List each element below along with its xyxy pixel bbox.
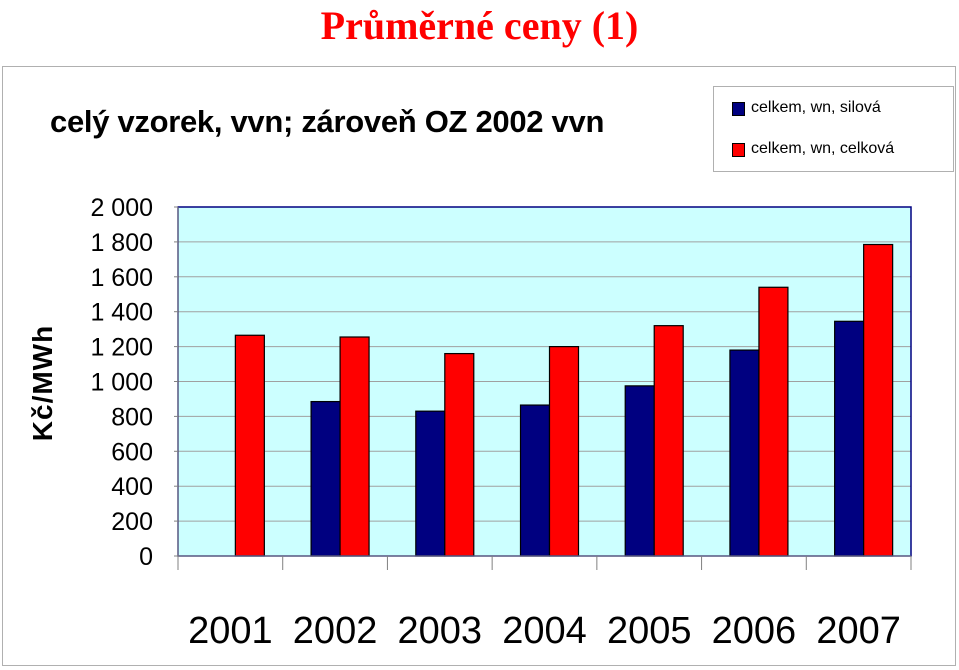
y-tick-label-5: 1 000 [90,369,153,397]
y-tick-label-4: 800 [111,403,153,431]
x-tick-label-2001: 2001 [188,610,273,652]
x-tick-label-2004: 2004 [502,610,587,652]
bar-celkova-2001 [234,334,265,557]
x-tick-label-2002: 2002 [293,610,378,652]
legend-swatch-silova [732,102,745,116]
bar-celkova-2006 [758,286,789,557]
x-tick-label-2007: 2007 [816,610,901,652]
bar-silova-2005 [624,385,655,557]
bar-celkova-2004 [548,346,580,557]
y-tick-label-8: 1 600 [90,264,153,292]
page-title: Průměrné ceny (1) [320,3,639,48]
bar-silova-2007 [834,320,865,557]
chart-frame [2,66,956,666]
x-tick-label-2005: 2005 [607,610,692,652]
bar-silova-2006 [729,349,760,557]
bar-silova-2003 [415,410,446,557]
legend-swatch-celkova [732,143,745,157]
bar-celkova-2007 [863,243,894,557]
chart-title: celý vzorek, vvn; zároveň OZ 2002 vvn [50,104,605,139]
y-tick-label-7: 1 400 [90,299,153,327]
bar-celkova-2005 [653,325,684,557]
x-tick-label-2003: 2003 [398,610,483,652]
y-tick-label-2: 400 [111,473,153,501]
legend-label-silova: celkem, wn, silová [751,99,881,116]
y-tick-label-10: 2 000 [90,194,153,222]
y-tick-label-6: 1 200 [90,334,153,362]
bar-celkova-2002 [339,336,370,557]
legend-label-celkova: celkem, wn, celková [751,140,895,157]
y-tick-label-0: 0 [139,543,153,571]
bar-silova-2004 [519,404,551,557]
x-tick-label-2006: 2006 [712,610,797,652]
bar-silova-2002 [310,400,341,557]
chart-legend: celkem, wn, silová celkem, wn, celková [713,86,954,172]
y-tick-label-1: 200 [111,508,153,536]
y-tick-label-3: 600 [111,438,153,466]
bar-celkova-2003 [444,352,475,557]
y-tick-label-9: 1 800 [90,229,153,257]
